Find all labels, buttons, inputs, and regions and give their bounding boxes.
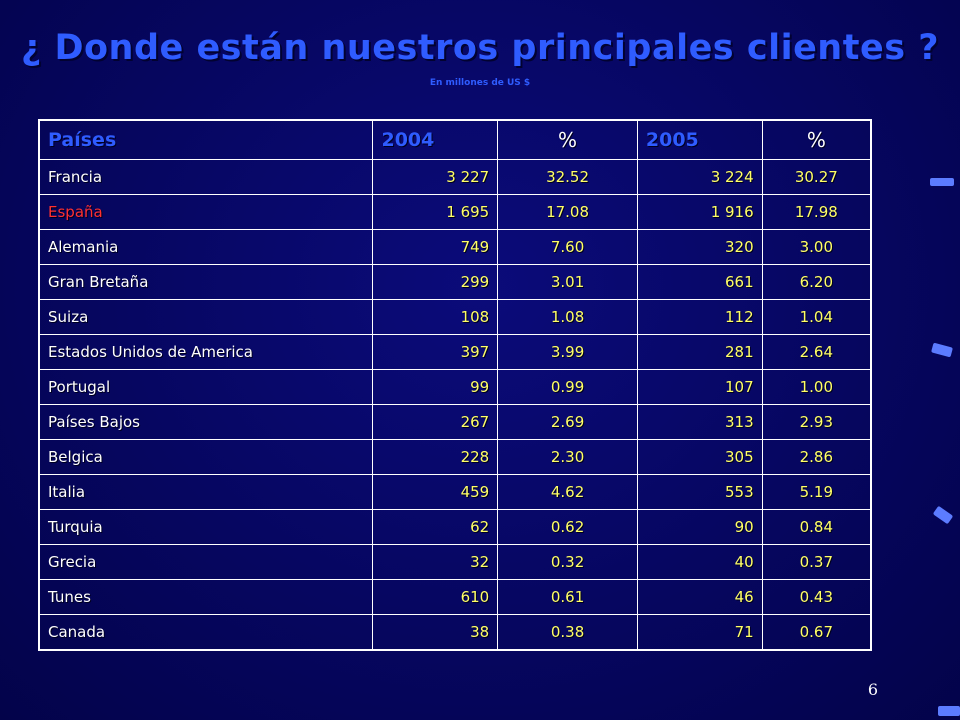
table-row: España 1 695 17.08 1 916 17.98 [38, 194, 872, 230]
pct-2005-cell: 5.19 [761, 474, 872, 510]
pct-2005-cell: 3.00 [761, 229, 872, 265]
decorative-dash [931, 342, 953, 358]
table-row: Canada 38 0.38 71 0.67 [38, 614, 872, 651]
header-2005: 2005 [636, 119, 763, 160]
pct-2005-cell: 2.86 [761, 439, 872, 475]
value-2004-cell: 228 [372, 439, 499, 475]
value-2005-cell: 90 [636, 509, 763, 545]
value-2004-cell: 299 [372, 264, 499, 300]
value-2004-cell: 32 [372, 544, 499, 580]
pct-2004-cell: 0.62 [497, 509, 638, 545]
clients-table: Países 2004 % 2005 % Francia 3 227 32.52 3 … [38, 119, 872, 651]
value-2005-cell: 1 916 [636, 194, 763, 230]
country-cell: Gran Bretaña [38, 264, 374, 300]
table-row: Portugal 99 0.99 107 1.00 [38, 369, 872, 405]
country-cell: Canada [38, 614, 374, 651]
header-countries: Países [38, 119, 374, 160]
value-2005-cell: 40 [636, 544, 763, 580]
value-2005-cell: 661 [636, 264, 763, 300]
decorative-dash [932, 505, 954, 525]
pct-2004-cell: 3.01 [497, 264, 638, 300]
pct-2004-cell: 7.60 [497, 229, 638, 265]
table-row: Belgica 228 2.30 305 2.86 [38, 439, 872, 475]
value-2005-cell: 313 [636, 404, 763, 440]
table-body: Francia 3 227 32.52 3 224 30.27 España 1 695 17… [38, 159, 872, 651]
table-row: Estados Unidos de America 397 3.99 281 2.64 [38, 334, 872, 370]
pct-2004-cell: 1.08 [497, 299, 638, 335]
country-cell: Tunes [38, 579, 374, 615]
decorative-dash [930, 178, 954, 186]
header-2004: 2004 [372, 119, 499, 160]
pct-2005-cell: 0.84 [761, 509, 872, 545]
value-2004-cell: 749 [372, 229, 499, 265]
pct-2004-cell: 0.38 [497, 614, 638, 651]
value-2004-cell: 62 [372, 509, 499, 545]
pct-2005-cell: 2.64 [761, 334, 872, 370]
table-row: Turquia 62 0.62 90 0.84 [38, 509, 872, 545]
pct-2005-cell: 0.37 [761, 544, 872, 580]
value-2004-cell: 99 [372, 369, 499, 405]
value-2004-cell: 267 [372, 404, 499, 440]
pct-2005-cell: 1.00 [761, 369, 872, 405]
pct-2005-cell: 0.43 [761, 579, 872, 615]
value-2005-cell: 305 [636, 439, 763, 475]
country-cell: Suiza [38, 299, 374, 335]
value-2004-cell: 3 227 [372, 159, 499, 195]
table-row: Tunes 610 0.61 46 0.43 [38, 579, 872, 615]
value-2004-cell: 38 [372, 614, 499, 651]
value-2005-cell: 112 [636, 299, 763, 335]
table-row: Grecia 32 0.32 40 0.37 [38, 544, 872, 580]
country-cell: Italia [38, 474, 374, 510]
table-row: Países Bajos 267 2.69 313 2.93 [38, 404, 872, 440]
pct-2005-cell: 17.98 [761, 194, 872, 230]
value-2005-cell: 107 [636, 369, 763, 405]
decorative-dash [938, 706, 960, 716]
table-row: Alemania 749 7.60 320 3.00 [38, 229, 872, 265]
country-cell: Portugal [38, 369, 374, 405]
country-cell: Francia [38, 159, 374, 195]
header-pct-2004: % [497, 119, 638, 160]
pct-2004-cell: 3.99 [497, 334, 638, 370]
table-row: Francia 3 227 32.52 3 224 30.27 [38, 159, 872, 195]
page-number: 6 [867, 680, 879, 699]
country-cell: Turquia [38, 509, 374, 545]
pct-2004-cell: 0.99 [497, 369, 638, 405]
country-cell: Grecia [38, 544, 374, 580]
value-2005-cell: 3 224 [636, 159, 763, 195]
pct-2005-cell: 0.67 [761, 614, 872, 651]
slide-title: ¿ Donde están nuestros principales clien… [20, 28, 940, 68]
value-2005-cell: 281 [636, 334, 763, 370]
pct-2005-cell: 2.93 [761, 404, 872, 440]
value-2005-cell: 320 [636, 229, 763, 265]
pct-2004-cell: 0.32 [497, 544, 638, 580]
value-2004-cell: 108 [372, 299, 499, 335]
pct-2005-cell: 1.04 [761, 299, 872, 335]
pct-2004-cell: 32.52 [497, 159, 638, 195]
value-2004-cell: 397 [372, 334, 499, 370]
table-row: Suiza 108 1.08 112 1.04 [38, 299, 872, 335]
country-cell: España [38, 194, 374, 230]
value-2004-cell: 610 [372, 579, 499, 615]
country-cell: Países Bajos [38, 404, 374, 440]
country-cell: Estados Unidos de America [38, 334, 374, 370]
pct-2005-cell: 30.27 [761, 159, 872, 195]
table-header-row: Países 2004 % 2005 % [38, 119, 872, 160]
table-row: Italia 459 4.62 553 5.19 [38, 474, 872, 510]
slide-subtitle: En millones de US $ [429, 78, 531, 88]
header-pct-2005: % [761, 119, 872, 160]
value-2004-cell: 1 695 [372, 194, 499, 230]
pct-2004-cell: 2.30 [497, 439, 638, 475]
pct-2004-cell: 4.62 [497, 474, 638, 510]
country-cell: Alemania [38, 229, 374, 265]
value-2005-cell: 71 [636, 614, 763, 651]
country-cell: Belgica [38, 439, 374, 475]
pct-2004-cell: 17.08 [497, 194, 638, 230]
value-2005-cell: 46 [636, 579, 763, 615]
pct-2004-cell: 2.69 [497, 404, 638, 440]
value-2005-cell: 553 [636, 474, 763, 510]
pct-2005-cell: 6.20 [761, 264, 872, 300]
table-row: Gran Bretaña 299 3.01 661 6.20 [38, 264, 872, 300]
pct-2004-cell: 0.61 [497, 579, 638, 615]
value-2004-cell: 459 [372, 474, 499, 510]
